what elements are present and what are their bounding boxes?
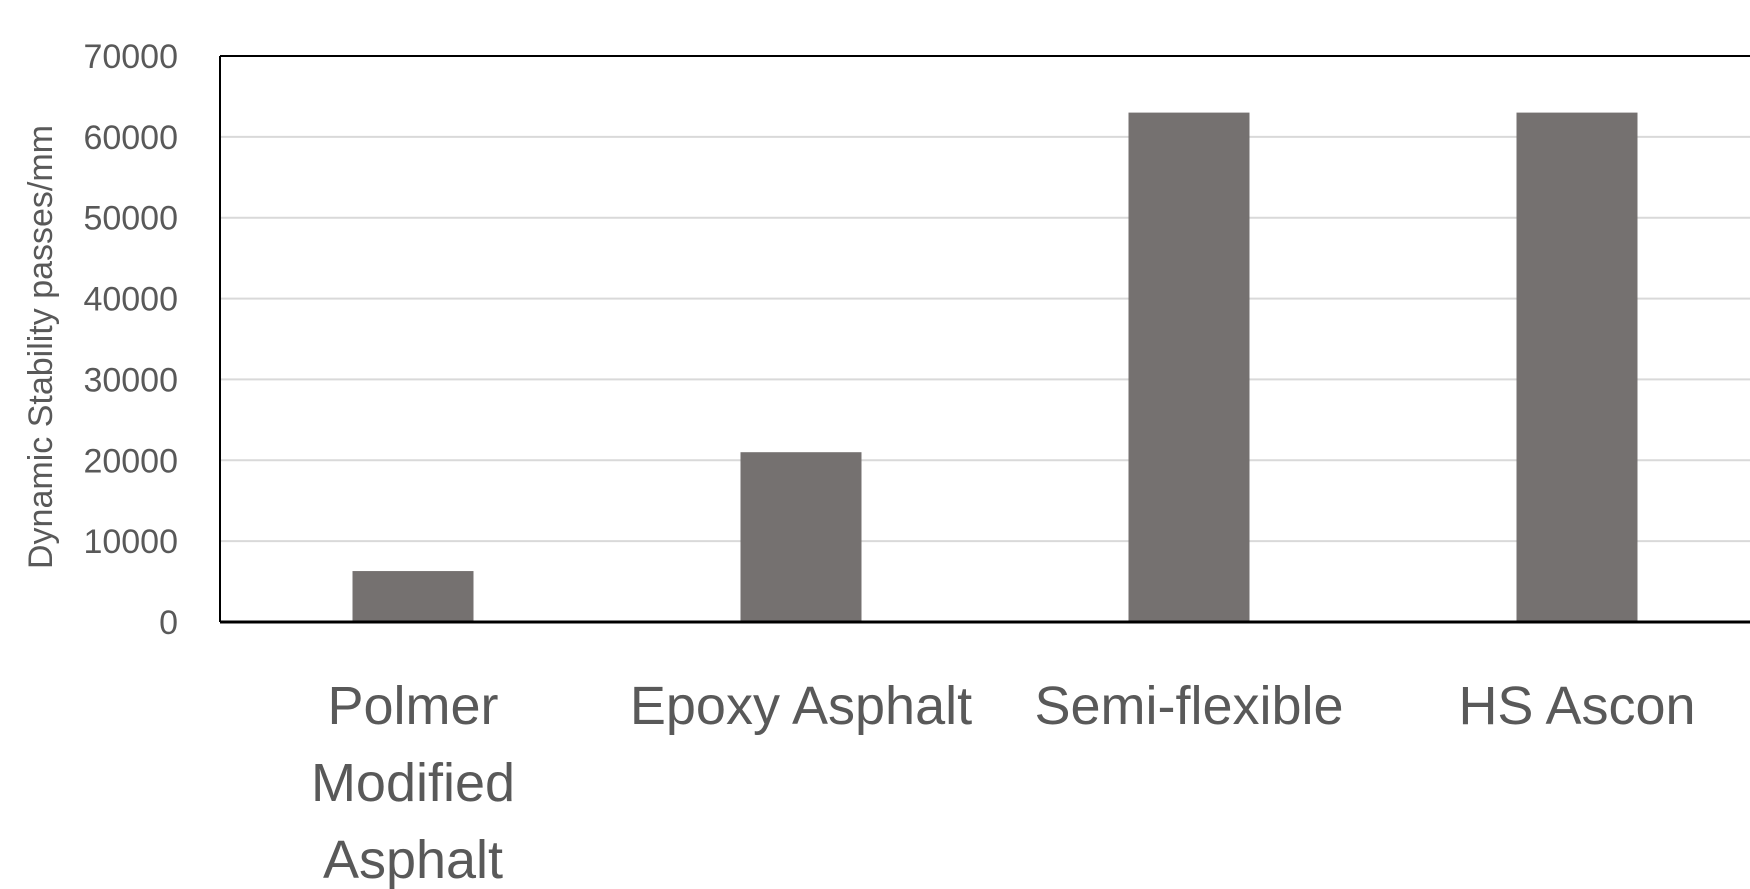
y-tick-labels: 0 10000 20000 30000 40000 50000 60000 70000: [83, 38, 178, 642]
y-tick-label: 60000: [83, 119, 178, 157]
gridlines: [220, 135, 1750, 543]
y-tick-label: 10000: [83, 523, 178, 561]
x-category-label: Polmer Modified Asphalt: [311, 676, 515, 889]
bar-epoxy-asphalt: [740, 452, 862, 622]
y-axis-title: Dynamic Stability passes/mm: [22, 125, 60, 569]
bar-polmer-modified-asphalt: [352, 571, 474, 622]
y-tick-label: 70000: [83, 38, 178, 76]
plot-frame: [219, 55, 1750, 624]
bar-semi-flexible: [1128, 112, 1250, 622]
y-tick-label: 20000: [83, 442, 178, 480]
x-category-label: HS Ascon: [1458, 676, 1695, 736]
bar-hs-ascon: [1516, 112, 1638, 622]
y-tick-label: 40000: [83, 281, 178, 319]
x-category-labels: Polmer Modified Asphalt Epoxy Asphalt Semi-f…: [311, 676, 1696, 889]
y-tick-label: 50000: [83, 200, 178, 238]
bars: [352, 112, 1638, 622]
x-category-label: Semi-flexible: [1034, 676, 1343, 736]
y-tick-label: 0: [159, 604, 178, 642]
y-tick-label: 30000: [83, 361, 178, 399]
x-category-label: Epoxy Asphalt: [630, 676, 972, 736]
